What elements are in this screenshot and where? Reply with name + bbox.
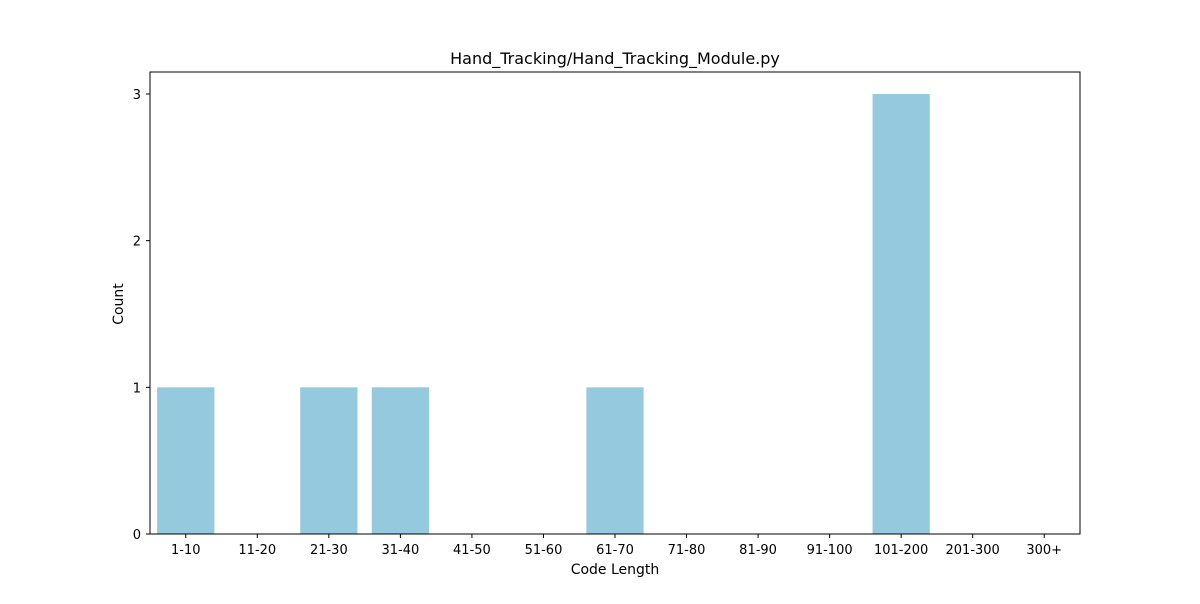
y-tick-label: 3 xyxy=(133,88,141,103)
x-tick-label: 41-50 xyxy=(453,543,491,558)
x-tick-label: 31-40 xyxy=(381,543,419,558)
x-axis: 1-10 11-20 21-30 31-40 41-50 51-60 61-70 71-80 8… xyxy=(171,534,1062,558)
x-tick-label: 1-10 xyxy=(171,543,201,558)
bar-21-30 xyxy=(300,387,358,534)
x-tick-label: 51-60 xyxy=(525,543,563,558)
x-tick-label: 21-30 xyxy=(310,543,348,558)
bar-101-200 xyxy=(872,94,930,534)
x-tick-label: 61-70 xyxy=(596,543,634,558)
bar-61-70 xyxy=(586,387,644,534)
y-tick-label: 2 xyxy=(133,235,141,250)
plot-area-frame xyxy=(149,71,1081,535)
chart-title: Hand_Tracking/Hand_Tracking_Module.py xyxy=(450,49,780,69)
x-axis-label: Code Length xyxy=(571,562,660,578)
x-tick-label: 201-300 xyxy=(946,543,1000,558)
bar-31-40 xyxy=(371,387,429,534)
y-tick-label: 0 xyxy=(133,528,141,543)
x-tick-label: 300+ xyxy=(1026,543,1062,558)
y-axis-label: Count xyxy=(111,283,127,325)
bar-1-10 xyxy=(157,387,215,534)
x-tick-label: 11-20 xyxy=(238,543,276,558)
x-tick-label: 101-200 xyxy=(874,543,928,558)
y-tick-label: 1 xyxy=(133,381,141,396)
x-tick-label: 81-90 xyxy=(739,543,777,558)
y-axis: 0 1 2 3 xyxy=(133,88,150,543)
bars-layer xyxy=(157,94,930,534)
x-tick-label: 91-100 xyxy=(807,543,853,558)
x-tick-label: 71-80 xyxy=(668,543,706,558)
